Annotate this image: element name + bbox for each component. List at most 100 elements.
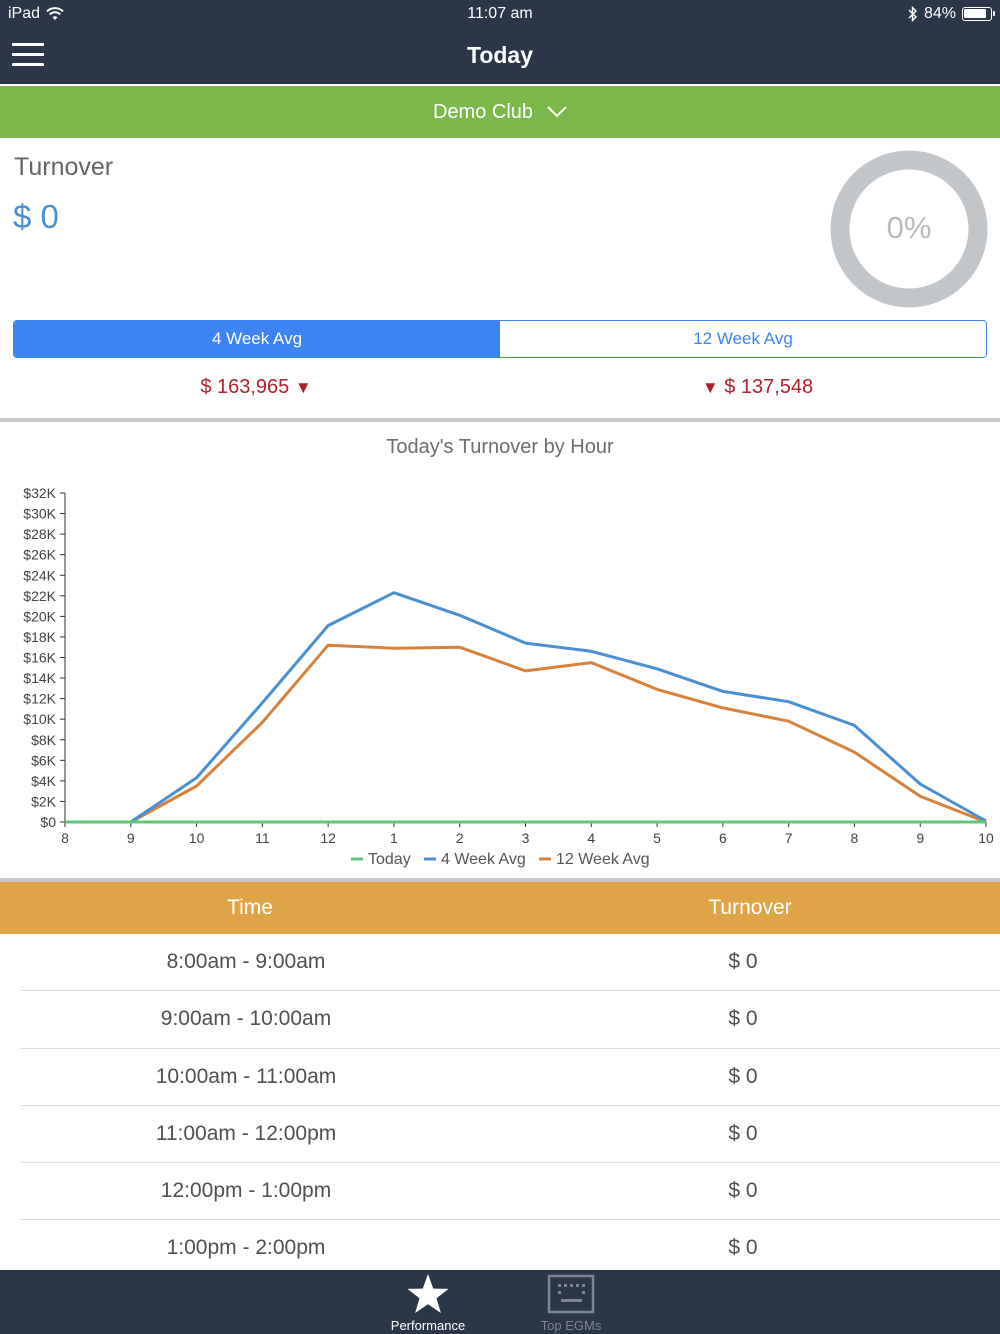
turnover-progress-ring bbox=[830, 150, 988, 308]
turnover-table: 8:00am - 9:00am $ 0 9:00am - 10:00am $ 0 10:… bbox=[0, 934, 1000, 1278]
x-tick-label: 11 bbox=[255, 830, 270, 846]
tab-top-egms-label: Top EGMs bbox=[540, 1318, 602, 1333]
y-tick-label: $22K bbox=[23, 588, 56, 604]
turnover-by-hour-chart: $0 $2K $4K $6K $8K $10K $12K $14K $16K $18K $20K $2… bbox=[23, 485, 994, 868]
row-divider bbox=[20, 1104, 1000, 1106]
status-bar: iPad 11:07 am 84% bbox=[0, 0, 1000, 28]
top-bar: iPad 11:07 am 84% Today bbox=[0, 0, 1000, 84]
club-selector-label: Demo Club bbox=[432, 100, 534, 123]
tab-top-egms[interactable]: Top EGMs bbox=[520, 1270, 622, 1334]
column-header-turnover: Turnover bbox=[708, 896, 792, 919]
bluetooth-icon bbox=[908, 6, 917, 22]
legend-label: 12 Week Avg bbox=[556, 851, 650, 868]
legend-label: 4 Week Avg bbox=[441, 851, 526, 868]
row-time: 10:00am - 11:00am bbox=[155, 1064, 337, 1088]
tab-12-week-avg[interactable]: 12 Week Avg bbox=[500, 321, 986, 357]
row-time: 8:00am - 9:00am bbox=[166, 950, 326, 973]
y-tick-label: $30K bbox=[23, 506, 56, 522]
x-tick-label: 12 bbox=[320, 830, 336, 846]
table-row: 8:00am - 9:00am $ 0 bbox=[0, 934, 1000, 992]
row-divider bbox=[20, 1047, 1000, 1049]
average-period-selector: 4 Week Avg 12 Week Avg bbox=[13, 320, 987, 358]
row-time: 9:00am - 10:00am bbox=[160, 1007, 332, 1031]
down-triangle-icon: ▼ bbox=[294, 378, 312, 397]
four-week-avg-value: $ 163,965 bbox=[200, 376, 290, 398]
table-row: 10:00am - 11:00am $ 0 bbox=[0, 1049, 1000, 1106]
page-title: Today bbox=[466, 42, 534, 68]
row-turnover: $ 0 bbox=[728, 950, 758, 973]
table-row: 11:00am - 12:00pm $ 0 bbox=[0, 1106, 1000, 1164]
y-tick-label: $28K bbox=[23, 526, 56, 542]
y-tick-label: $16K bbox=[23, 650, 56, 666]
y-tick-label: $14K bbox=[23, 670, 56, 686]
row-time: 12:00pm - 1:00pm bbox=[160, 1179, 332, 1203]
y-tick-label: $18K bbox=[23, 629, 56, 645]
chevron-down-icon bbox=[547, 106, 567, 118]
x-tick-label: 2 bbox=[456, 830, 464, 846]
turnover-value: $ 0 bbox=[13, 198, 59, 235]
chart-title: Today's Turnover by Hour bbox=[386, 436, 614, 458]
y-tick-label: $26K bbox=[23, 547, 56, 563]
y-tick-label: $2K bbox=[31, 793, 57, 809]
y-tick-label: $20K bbox=[23, 608, 56, 624]
battery-icon bbox=[962, 7, 995, 21]
x-tick-label: 3 bbox=[522, 830, 530, 846]
wifi-icon bbox=[46, 7, 64, 20]
turnover-label: Turnover bbox=[14, 153, 114, 181]
average-values: $ 163,965 ▼ ▼ $ 137,548 bbox=[0, 376, 1000, 406]
x-tick-label: 8 bbox=[851, 830, 859, 846]
tab-4-week-avg[interactable]: 4 Week Avg bbox=[14, 321, 500, 357]
x-tick-label: 7 bbox=[785, 830, 793, 846]
device-name: iPad bbox=[8, 5, 41, 22]
x-tick-label: 10 bbox=[978, 830, 994, 846]
row-divider bbox=[20, 1219, 1000, 1221]
tab-performance-label: Performance bbox=[390, 1318, 466, 1333]
table-row: 1:00pm - 2:00pm $ 0 bbox=[0, 1220, 1000, 1277]
tab-bar: Performance Top EGMs bbox=[0, 1270, 1000, 1334]
y-tick-label: $8K bbox=[31, 732, 57, 748]
y-tick-label: $12K bbox=[23, 691, 56, 707]
row-turnover: $ 0 bbox=[728, 1179, 758, 1203]
y-tick-label: $32K bbox=[23, 485, 56, 501]
column-header-time: Time bbox=[227, 896, 273, 919]
row-divider bbox=[20, 1162, 1000, 1164]
x-tick-label: 1 bbox=[390, 830, 398, 846]
x-tick-label: 5 bbox=[653, 830, 661, 846]
table-row: 12:00pm - 1:00pm $ 0 bbox=[0, 1163, 1000, 1221]
row-turnover: $ 0 bbox=[728, 1236, 758, 1260]
x-tick-label: 9 bbox=[916, 830, 924, 846]
row-turnover: $ 0 bbox=[728, 1007, 758, 1031]
x-tick-label: 9 bbox=[127, 830, 135, 846]
series-line-4-week-avg bbox=[65, 591, 987, 824]
club-selector[interactable]: Demo Club bbox=[0, 86, 1000, 138]
hamburger-menu-icon[interactable] bbox=[12, 43, 45, 67]
series-line-12-week-avg bbox=[65, 643, 987, 824]
row-time: 1:00pm - 2:00pm bbox=[166, 1236, 326, 1260]
table-row: 9:00am - 10:00am $ 0 bbox=[0, 991, 1000, 1049]
legend-label: Today bbox=[368, 851, 411, 868]
row-turnover: $ 0 bbox=[728, 1064, 758, 1088]
x-tick-label: 10 bbox=[189, 830, 205, 846]
down-triangle-icon: ▼ bbox=[701, 378, 719, 397]
y-tick-label: $24K bbox=[23, 567, 56, 583]
row-divider bbox=[20, 990, 1000, 992]
x-tick-label: 6 bbox=[719, 830, 727, 846]
section-divider bbox=[0, 878, 1000, 882]
row-time: 11:00am - 12:00pm bbox=[155, 1121, 337, 1145]
tab-performance[interactable]: Performance bbox=[378, 1270, 478, 1334]
x-tick-label: 8 bbox=[61, 830, 69, 846]
battery-percent: 84% bbox=[923, 5, 956, 22]
row-turnover: $ 0 bbox=[728, 1121, 758, 1145]
y-tick-label: $0 bbox=[40, 814, 56, 830]
y-tick-label: $6K bbox=[31, 752, 57, 768]
status-time: 11:07 am bbox=[467, 5, 533, 22]
x-tick-label: 4 bbox=[587, 830, 595, 846]
star-icon bbox=[407, 1274, 449, 1313]
y-tick-label: $10K bbox=[23, 711, 56, 727]
section-divider bbox=[0, 418, 1000, 422]
turnover-percent: 0% bbox=[886, 210, 932, 245]
egm-icon bbox=[547, 1274, 595, 1314]
y-tick-label: $4K bbox=[31, 773, 57, 789]
header-divider bbox=[0, 84, 1000, 86]
table-header: Time Turnover bbox=[0, 882, 1000, 934]
